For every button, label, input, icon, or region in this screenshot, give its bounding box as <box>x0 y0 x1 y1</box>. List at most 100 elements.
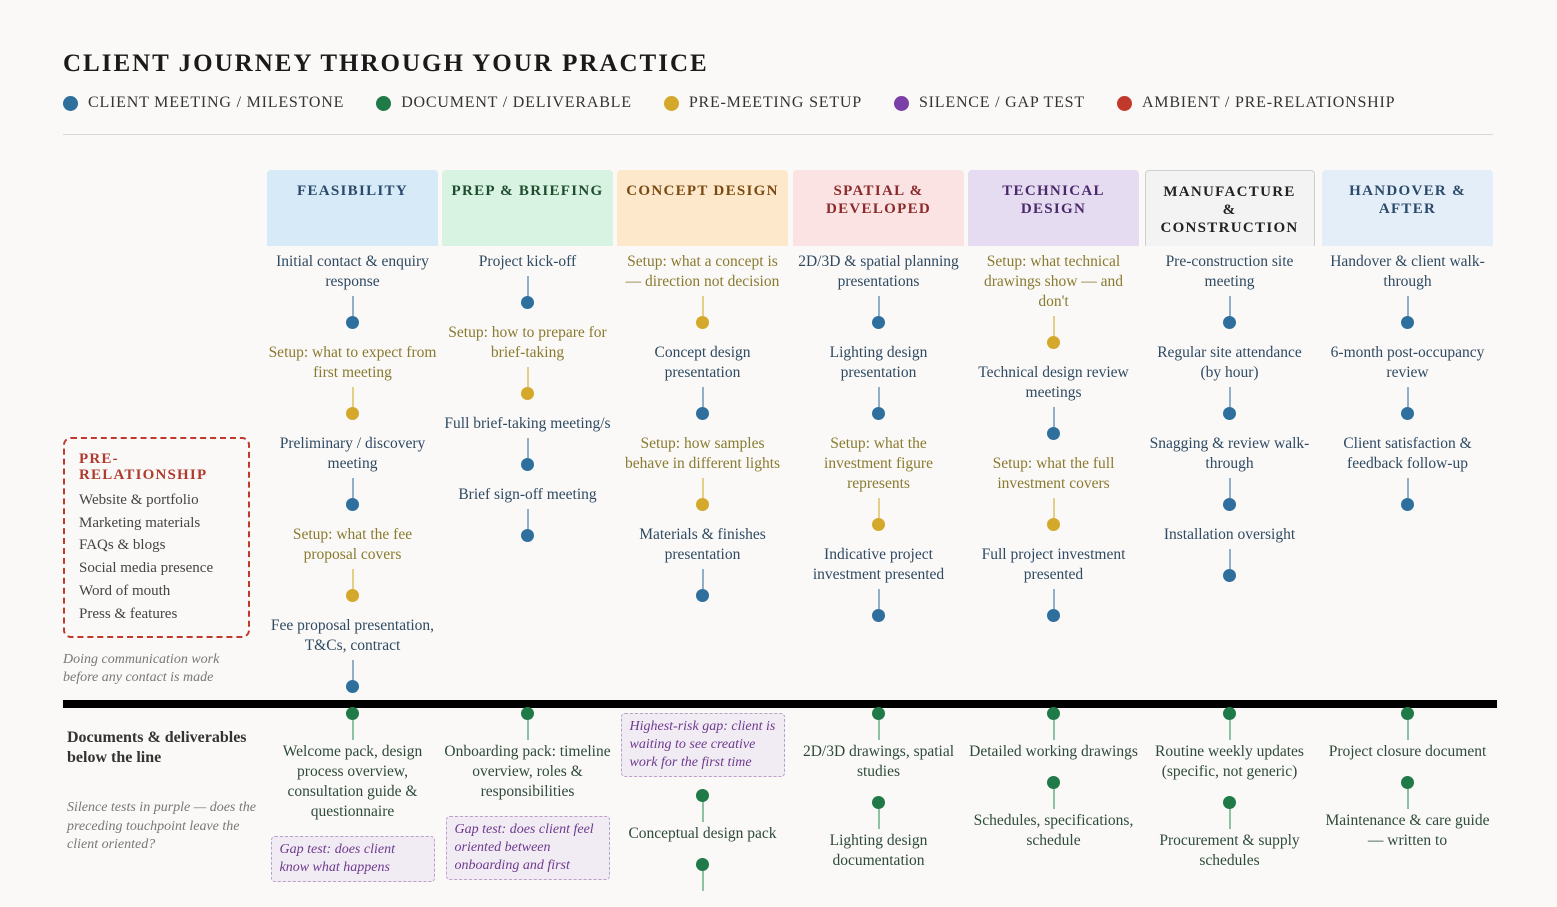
connector <box>1228 809 1231 829</box>
document-label: Project closure document <box>1328 743 1487 760</box>
touchpoint-meeting: Initial contact & enquiry response <box>269 246 437 329</box>
touchpoint-setup: Setup: what the full investment covers <box>970 448 1138 531</box>
below-line-note: Silence tests in purple — does the prece… <box>67 800 256 852</box>
pre-relationship-item: FAQs & blogs <box>79 537 166 554</box>
meeting-dot-icon <box>1047 427 1060 440</box>
document-item: Project closure document <box>1323 707 1493 762</box>
document-item: Schedules, specifications, schedule <box>969 776 1139 851</box>
meeting-dot-icon <box>346 316 359 329</box>
meeting-dot-icon <box>1401 407 1414 420</box>
phase-header: FEASIBILITY <box>267 170 438 246</box>
legend-dot-icon <box>1116 95 1132 111</box>
connector <box>877 498 880 518</box>
touchpoint-setup: Setup: what technical drawings show — an… <box>970 246 1138 349</box>
phase-column: MANUFACTURE & CONSTRUCTION Pre-constructi… <box>1144 170 1315 590</box>
touchpoint-label: Initial contact & enquiry response <box>276 253 429 290</box>
phase-header: MANUFACTURE & CONSTRUCTION <box>1144 170 1315 246</box>
touchpoint-label: Snagging & review walk-through <box>1149 435 1310 472</box>
connector <box>1406 789 1409 809</box>
meeting-dot-icon <box>1223 498 1236 511</box>
pre-relationship-item: Social media presence <box>79 560 214 577</box>
touchpoint-label: Setup: what a concept is — direction not… <box>625 253 780 290</box>
phase-header: CONCEPT DESIGN <box>617 170 788 246</box>
connector <box>1228 549 1231 569</box>
phase-header: SPATIAL & DEVELOPED <box>793 170 964 246</box>
touchpoint-setup: Setup: what a concept is — direction not… <box>619 246 787 329</box>
connector <box>1052 720 1055 740</box>
connector <box>526 438 529 458</box>
document-label: Lighting design documentation <box>829 832 928 869</box>
connector <box>877 387 880 407</box>
document-column: Detailed working drawings Schedules, spec… <box>968 707 1139 865</box>
connector <box>701 387 704 407</box>
phase-header: HANDOVER & AFTER <box>1322 170 1493 246</box>
legend-dot-icon <box>376 95 392 111</box>
touchpoint-label: Setup: how samples behave in different l… <box>624 435 781 472</box>
document-item: Onboarding pack: timeline overview, role… <box>443 707 613 802</box>
document-dot-icon <box>872 707 885 720</box>
legend-dot-icon <box>63 95 78 111</box>
connector <box>1052 407 1055 427</box>
legend: CLIENT MEETING / MILESTONE DOCUMENT / DEL… <box>63 94 1395 112</box>
document-item: Maintenance & care guide — written to <box>1323 776 1493 851</box>
touchpoint-setup: Setup: what to expect from first meeting <box>269 337 437 420</box>
connector <box>526 720 529 740</box>
below-line-title: Documents & deliverables below the line <box>67 729 247 766</box>
meeting-dot-icon <box>346 498 359 511</box>
phase-header: PREP & BRIEFING <box>442 170 613 246</box>
legend-item: AMBIENT / PRE-RELATIONSHIP <box>1116 94 1395 112</box>
legend-label: DOCUMENT / DELIVERABLE <box>401 94 632 111</box>
document-column: 2D/3D drawings, spatial studies Lighting … <box>793 707 964 885</box>
setup-dot-icon <box>1047 518 1060 531</box>
connector <box>701 569 704 589</box>
meeting-dot-icon <box>1223 407 1236 420</box>
touchpoint-meeting: Concept design presentation <box>619 337 787 420</box>
touchpoint-label: Project kick-off <box>478 253 577 270</box>
legend-item: SILENCE / GAP TEST <box>893 94 1085 112</box>
phase-column: FEASIBILITY Initial contact & enquiry res… <box>267 170 438 701</box>
connector <box>526 509 529 529</box>
connector <box>1052 789 1055 809</box>
setup-dot-icon <box>521 387 534 400</box>
phase-column: SPATIAL & DEVELOPED 2D/3D & spatial plann… <box>793 170 964 630</box>
touchpoint-label: Pre-construction site meeting <box>1165 253 1294 290</box>
touchpoint-meeting: Snagging & review walk-through <box>1146 428 1314 511</box>
connector <box>701 296 704 316</box>
meeting-dot-icon <box>872 316 885 329</box>
connector <box>351 660 354 680</box>
gap-test-box: Gap test: does client feel oriented betw… <box>445 816 610 880</box>
document-dot-icon <box>346 707 359 720</box>
document-dot-icon <box>1401 776 1414 789</box>
meeting-dot-icon <box>872 407 885 420</box>
document-item: Procurement & supply schedules <box>1145 796 1315 871</box>
pre-relationship-title: PRE-RELATIONSHIP <box>79 451 208 483</box>
touchpoint-label: 2D/3D & spatial planning presentations <box>798 253 959 290</box>
document-dot-icon <box>1047 707 1060 720</box>
document-label: Welcome pack, design process overview, c… <box>282 743 423 820</box>
connector <box>877 720 880 740</box>
touchpoint-meeting: Materials & finishes presentation <box>619 519 787 602</box>
meeting-dot-icon <box>521 296 534 309</box>
connector <box>1228 720 1231 740</box>
document-item: Routine weekly updates (specific, not ge… <box>1145 707 1315 782</box>
touchpoint-meeting: 2D/3D & spatial planning presentations <box>795 246 963 329</box>
connector <box>526 367 529 387</box>
pre-relationship-item: Word of mouth <box>79 582 171 599</box>
gap-test-box: Highest-risk gap: client is waiting to s… <box>620 713 785 777</box>
setup-dot-icon <box>346 589 359 602</box>
touchpoint-meeting: Full project investment presented <box>970 539 1138 622</box>
meeting-dot-icon <box>1401 316 1414 329</box>
touchpoint-label: Preliminary / discovery meeting <box>279 435 426 472</box>
connector <box>1406 478 1409 498</box>
legend-item: PRE-MEETING SETUP <box>663 94 862 112</box>
connector <box>701 871 704 891</box>
connector <box>351 720 354 740</box>
document-label: Schedules, specifications, schedule <box>973 812 1134 849</box>
document-dot-icon <box>1047 776 1060 789</box>
touchpoint-label: Setup: what to expect from first meeting <box>268 344 437 381</box>
touchpoint-meeting: Installation oversight <box>1146 519 1314 582</box>
setup-dot-icon <box>346 407 359 420</box>
connector <box>877 809 880 829</box>
connector <box>1052 498 1055 518</box>
connector <box>1406 387 1409 407</box>
